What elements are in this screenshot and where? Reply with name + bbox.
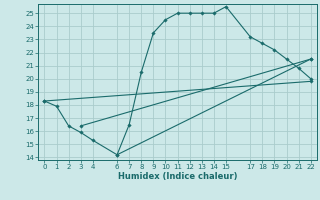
X-axis label: Humidex (Indice chaleur): Humidex (Indice chaleur) [118, 172, 237, 181]
